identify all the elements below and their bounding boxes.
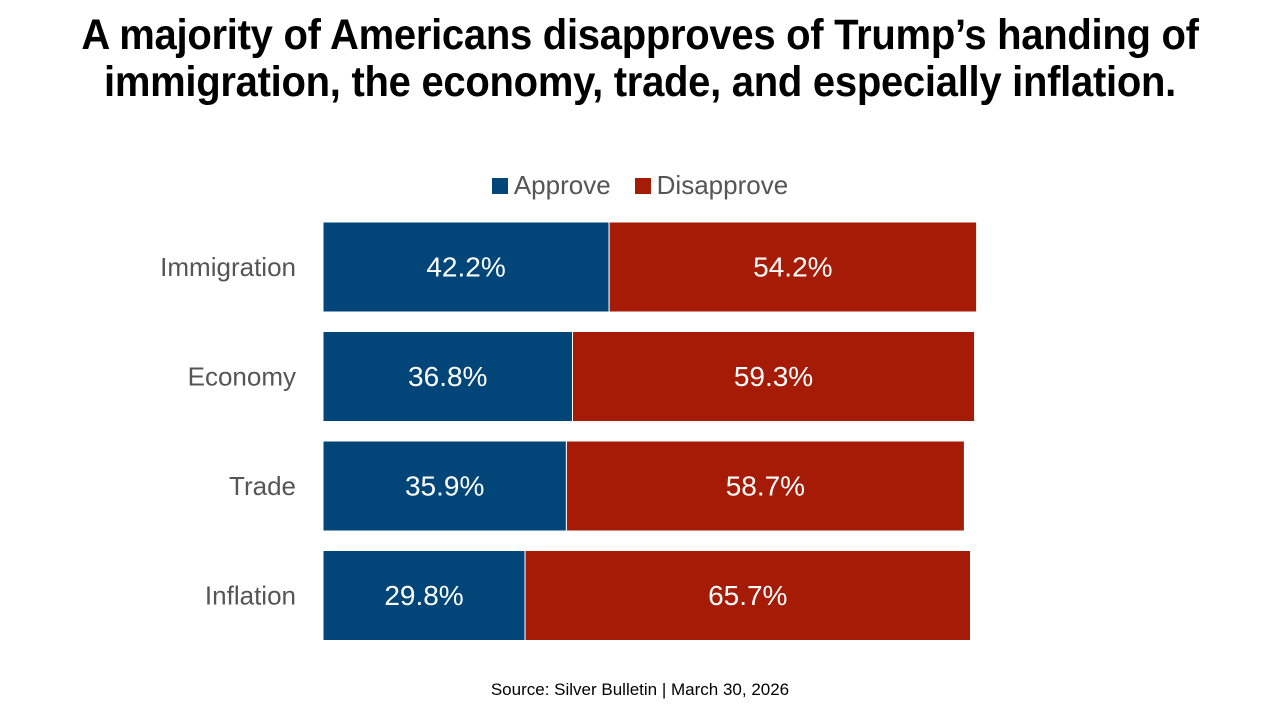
legend-label-approve: Approve [513,170,611,200]
bar-approve-trade [322,440,567,532]
legend-item-disapprove: Disapprove [634,170,789,201]
legend-label-disapprove: Disapprove [656,170,789,200]
data-label-disapprove-economy: 59.3% [734,361,813,392]
legend-swatch-approve [491,177,508,194]
data-label-approve-immigration: 42.2% [426,252,505,283]
data-label-approve-trade: 35.9% [405,471,484,502]
chart-title: A majority of Americans disapproves of T… [81,11,1199,106]
source-note: Source: Silver Bulletin | March 30, 2026 [490,680,790,699]
category-label-economy: Economy [188,362,296,392]
legend-item-approve: Approve [491,170,611,201]
bar-approve-economy [322,331,574,422]
category-label-immigration: Immigration [160,252,296,282]
legend-swatch-disapprove [634,177,651,194]
data-label-approve-economy: 36.8% [408,361,487,392]
bar-disapprove-immigration [608,221,978,313]
data-label-approve-inflation: 29.8% [384,580,463,611]
bar-disapprove-trade [565,440,965,532]
chart-legend: Approve Disapprove [0,170,1280,201]
bar-disapprove-economy [572,331,976,422]
bar-disapprove-inflation [524,550,971,641]
bar-approve-immigration [322,221,610,313]
data-label-disapprove-immigration: 54.2% [753,252,832,283]
data-label-disapprove-inflation: 65.7% [708,580,787,611]
category-label-trade: Trade [229,471,296,501]
category-label-inflation: Inflation [205,581,296,611]
data-label-disapprove-trade: 58.7% [726,471,805,502]
